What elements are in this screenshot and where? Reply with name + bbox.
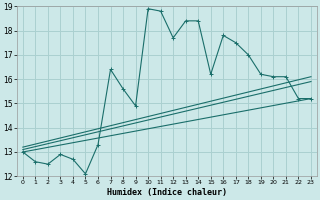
- X-axis label: Humidex (Indice chaleur): Humidex (Indice chaleur): [107, 188, 227, 197]
